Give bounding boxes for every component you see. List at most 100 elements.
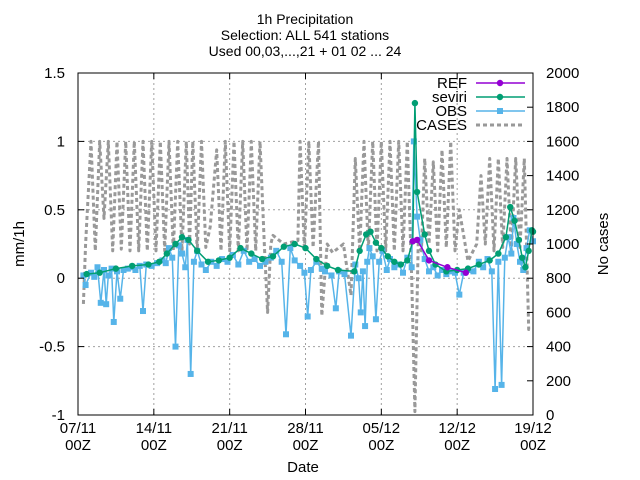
y-tick-label: 0.5 bbox=[44, 202, 65, 219]
x-tick-label: 14/11 bbox=[136, 420, 172, 437]
data-point-seviri bbox=[502, 233, 510, 241]
data-point-obs bbox=[273, 247, 280, 254]
data-point-obs bbox=[498, 381, 505, 388]
x-tick-label: 00Z bbox=[217, 437, 243, 454]
data-point-ref bbox=[444, 264, 451, 271]
y-tick-label: 1.5 bbox=[44, 65, 65, 82]
data-point-ref bbox=[413, 236, 421, 244]
axis-ticks: 07/1100Z14/1100Z21/1100Z28/1100Z05/1200Z… bbox=[39, 65, 579, 454]
y-tick-label: -0.5 bbox=[39, 339, 65, 356]
data-point-seviri bbox=[511, 217, 518, 224]
data-point-obs bbox=[400, 269, 406, 276]
data-point-seviri bbox=[145, 261, 152, 268]
y-axis-label: mm/1h bbox=[11, 221, 28, 267]
data-point-seviri bbox=[378, 244, 385, 252]
data-point-seviri bbox=[156, 258, 163, 265]
x-tick-label: 00Z bbox=[293, 437, 319, 454]
y2-tick-label: 800 bbox=[546, 270, 571, 287]
x-tick-label: 00Z bbox=[65, 437, 91, 454]
data-point-seviri bbox=[421, 231, 428, 238]
data-point-obs bbox=[414, 213, 421, 220]
data-point-seviri bbox=[204, 258, 212, 265]
y2-tick-label: 1400 bbox=[546, 168, 579, 185]
data-point-obs bbox=[101, 266, 107, 273]
data-point-obs bbox=[190, 258, 197, 265]
data-point-obs bbox=[426, 268, 432, 275]
data-point-obs bbox=[97, 299, 104, 306]
data-point-obs bbox=[224, 258, 231, 265]
data-point-obs bbox=[82, 282, 89, 289]
data-point-seviri bbox=[411, 99, 419, 107]
data-point-obs bbox=[301, 269, 308, 276]
data-point-obs bbox=[417, 236, 424, 243]
data-point-seviri bbox=[507, 203, 514, 211]
data-point-obs bbox=[187, 370, 194, 377]
data-point-obs bbox=[198, 261, 205, 268]
data-point-obs bbox=[108, 265, 115, 272]
x-tick-label: 05/12 bbox=[363, 420, 401, 437]
y2-tick-label: 1600 bbox=[546, 133, 579, 150]
data-point-seviri bbox=[215, 257, 223, 264]
data-point-seviri bbox=[96, 269, 103, 276]
data-point-obs bbox=[202, 266, 209, 273]
data-point-obs bbox=[166, 245, 172, 252]
data-point-obs bbox=[283, 331, 289, 338]
data-point-obs bbox=[240, 247, 247, 254]
data-point-obs bbox=[359, 268, 366, 275]
data-point-obs bbox=[439, 266, 445, 273]
legend-label-ref: REF bbox=[437, 75, 467, 92]
data-point-seviri bbox=[425, 247, 433, 255]
data-point-obs bbox=[117, 295, 124, 302]
data-point-obs bbox=[318, 265, 325, 272]
data-point-obs bbox=[120, 266, 127, 273]
x-tick-label: 00Z bbox=[141, 437, 167, 454]
data-point-obs bbox=[80, 272, 87, 279]
data-point-seviri bbox=[475, 261, 483, 268]
data-point-seviri bbox=[404, 257, 411, 264]
data-point-seviri bbox=[384, 253, 392, 260]
data-point-obs bbox=[91, 273, 98, 280]
data-point-obs bbox=[355, 275, 362, 282]
data-point-obs bbox=[287, 245, 294, 252]
data-point-seviri bbox=[413, 188, 421, 196]
data-point-obs bbox=[513, 241, 520, 247]
data-point-obs bbox=[369, 253, 376, 260]
data-point-seviri bbox=[391, 258, 398, 265]
chart-title-line: Selection: ALL 541 stations bbox=[221, 27, 389, 43]
data-point-seviri bbox=[269, 253, 277, 260]
y2-tick-label: 400 bbox=[546, 339, 571, 356]
data-point-obs bbox=[456, 291, 463, 298]
x-tick-label: 07/11 bbox=[60, 420, 96, 437]
data-point-obs bbox=[523, 245, 530, 252]
data-point-obs bbox=[262, 258, 269, 265]
data-point-seviri bbox=[128, 262, 136, 270]
data-point-seviri bbox=[522, 264, 529, 271]
y2-tick-label: 1000 bbox=[546, 236, 579, 253]
data-point-seviri bbox=[351, 268, 358, 275]
chart-title-line: Used 00,03,...,21 + 01 02 ... 24 bbox=[209, 43, 402, 59]
data-point-obs bbox=[110, 318, 117, 325]
data-point-seviri bbox=[372, 239, 380, 246]
data-point-seviri bbox=[515, 236, 523, 244]
data-point-seviri bbox=[193, 247, 201, 255]
y2-tick-label: 200 bbox=[546, 373, 571, 390]
series-line-cases bbox=[81, 139, 533, 414]
data-point-obs bbox=[376, 258, 383, 265]
data-point-obs bbox=[169, 254, 176, 261]
data-point-obs bbox=[105, 272, 112, 279]
data-point-obs bbox=[162, 260, 169, 267]
data-point-obs bbox=[179, 250, 185, 257]
data-point-obs bbox=[391, 264, 398, 271]
data-point-obs bbox=[246, 258, 253, 265]
data-point-obs bbox=[140, 308, 146, 315]
data-point-obs bbox=[132, 266, 139, 273]
x-tick-label: 19/12 bbox=[514, 420, 552, 437]
data-point-obs bbox=[124, 265, 131, 272]
data-point-ref bbox=[462, 269, 470, 276]
y-tick-label: 0 bbox=[57, 270, 65, 287]
y2-tick-label: 0 bbox=[546, 407, 554, 424]
data-point-obs bbox=[480, 264, 487, 271]
data-point-obs bbox=[235, 261, 242, 268]
data-point-obs bbox=[213, 262, 220, 269]
